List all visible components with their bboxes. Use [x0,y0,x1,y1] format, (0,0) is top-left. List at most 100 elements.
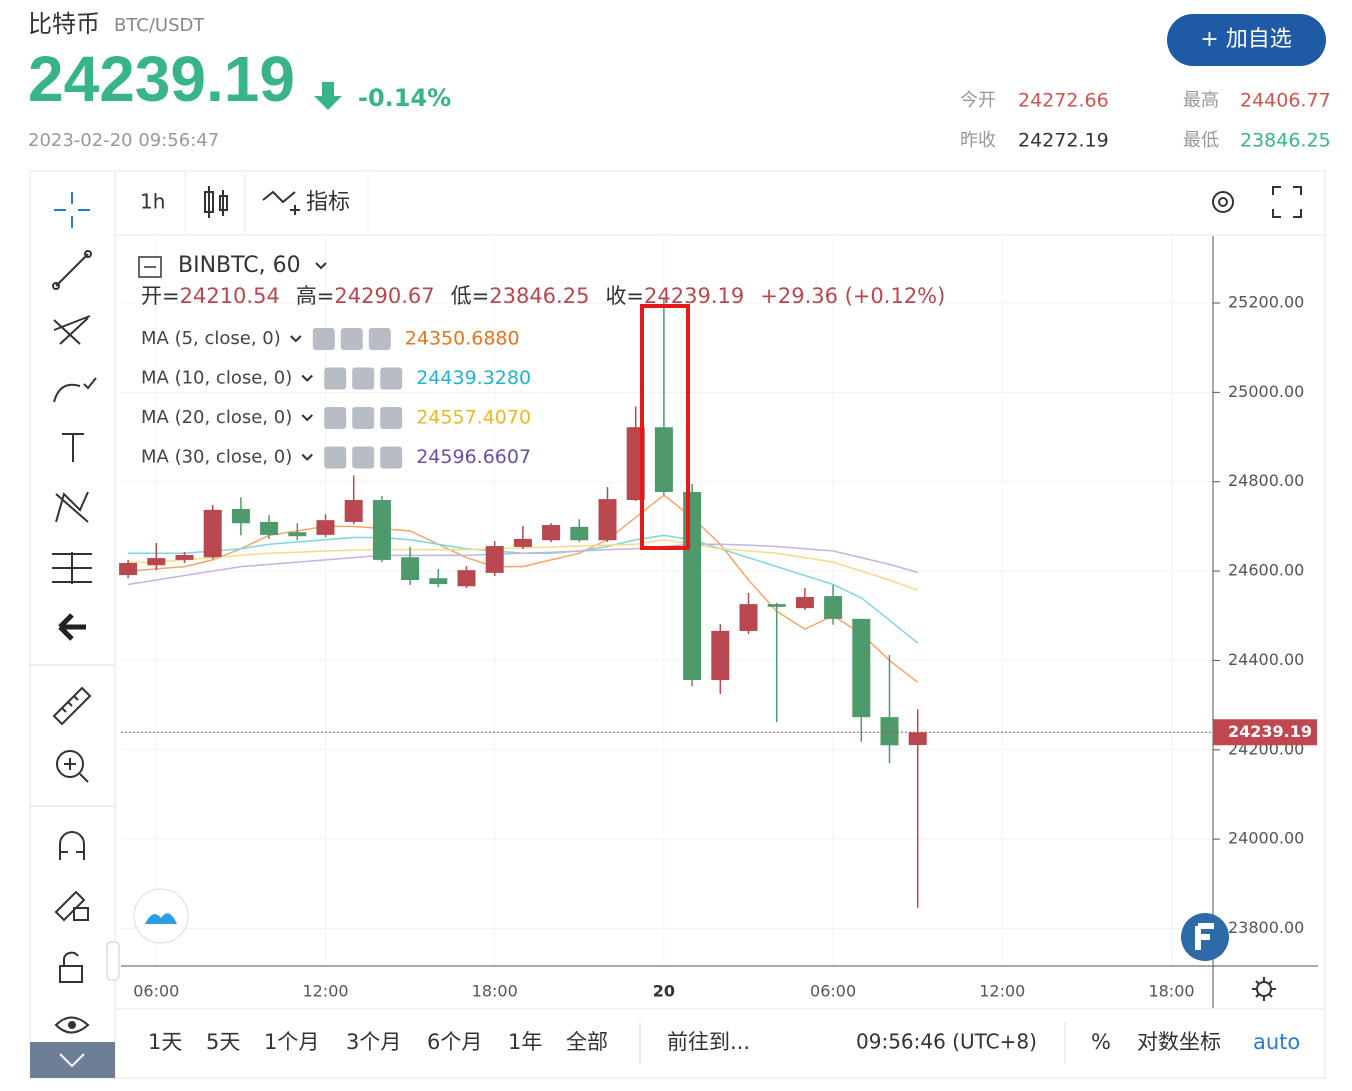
legend-button[interactable] [352,407,375,429]
candle-body [457,570,476,587]
x-tick-label: 18:00 [1148,982,1194,1001]
legend-button[interactable] [368,328,391,350]
stat-value: 24272.66 [1018,90,1109,112]
info-value: 23846.25 [489,284,589,308]
range-button[interactable]: 3个月 [346,1030,401,1054]
candle-body [654,427,673,492]
x-tick-label: 06:00 [133,982,179,1001]
collapse-icon[interactable] [138,256,162,278]
price-tag [1213,719,1317,746]
axis-settings[interactable] [1256,981,1272,997]
log-toggle[interactable]: 对数坐标 [1137,1030,1221,1054]
y-tick-label: 23800.00 [1228,918,1304,937]
y-tick-label: 25200.00 [1228,293,1304,312]
goto-button[interactable]: 前往到... [667,1030,750,1054]
ma-line [127,543,918,586]
info-label: 低= [451,284,490,308]
candle-body [260,521,279,535]
ma-line [128,494,919,683]
x-tick-label: 06:00 [810,982,856,1001]
fullscreen-icon[interactable] [1272,186,1302,218]
clock: 09:56:46 (UTC+8) [856,1030,1037,1054]
candle-body [739,604,758,631]
info-label: 开= [141,284,180,308]
range-button[interactable]: 5天 [206,1030,240,1054]
tools[interactable] [30,192,120,1078]
settings-icon[interactable] [1212,191,1234,213]
interval[interactable]: 1h [140,190,165,214]
chart-style-icon[interactable] [204,186,228,218]
y-tick-label: 24000.00 [1228,829,1304,848]
legend-button[interactable] [324,407,347,429]
stat-value: 24272.19 [1018,130,1109,152]
candle-body [344,500,363,522]
price: 24239.19 [28,43,295,115]
candle-body [429,578,448,585]
symbol: BINBTC, 60 [178,253,301,278]
highlight-box [640,304,690,550]
legend-button[interactable] [324,446,347,469]
info-label: 高= [296,284,335,308]
tv-logo[interactable] [133,888,189,944]
candle-body [711,630,730,681]
legend-name[interactable]: MA (20, close, 0) [141,407,292,428]
candle-body [880,717,899,746]
legend-caret [290,335,302,343]
info-value: 24290.67 [334,284,434,308]
x-tick-label: 18:00 [472,982,518,1001]
legend-value: 24439.3280 [416,367,531,389]
timestamp: 2023-02-20 09:56:47 [28,130,219,151]
legend-value: 24596.6607 [416,446,531,468]
legend-caret [301,414,313,422]
down-arrow [314,82,342,110]
indicators[interactable]: 指标 [306,190,350,215]
legend-button[interactable] [380,367,403,390]
x-tick-label: 20 [653,982,675,1001]
candle-body [852,618,871,718]
range-button[interactable]: 1年 [508,1030,542,1054]
legend-button[interactable] [380,407,403,429]
legend-caret [301,453,313,461]
legend-button[interactable] [352,446,375,469]
stat-label: 昨收 [960,130,996,151]
stats: 今开 24272.66 最高 24406.77 昨收 24272.19 最低 23846.25 [960,90,1331,152]
y-tick-label: 24400.00 [1228,650,1304,669]
candle-body [288,532,307,537]
stat-value: 23846.25 [1240,130,1331,152]
legend-name[interactable]: MA (10, close, 0) [141,368,292,389]
range-button[interactable]: 全部 [566,1030,608,1054]
legend-caret [301,374,313,382]
auto-toggle[interactable]: auto [1253,1030,1300,1054]
candle-body [372,500,391,560]
legend-name[interactable]: MA (5, close, 0) [141,328,281,349]
stat-label: 最低 [1183,130,1219,151]
plot: 23800.0024000.0024200.0024400.0024600.00… [119,236,1318,1008]
range-button[interactable]: 1个月 [264,1030,319,1054]
add-button-label[interactable]: + 加自选 [1200,27,1291,52]
range-button[interactable]: 6个月 [427,1030,482,1054]
candle-body [795,596,814,609]
legend-button[interactable] [340,328,363,350]
indicator-icon[interactable] [262,190,300,215]
ma-line [128,534,919,644]
add-button[interactable] [1167,14,1326,66]
candle-body [147,558,166,566]
bottom-bar: 1天 5天 1个月 3个月 6个月 1年 全部 前往到... 09:56:46 (UTC+8)%… [148,1022,1300,1064]
legend-button[interactable] [352,367,375,390]
legend-name[interactable]: MA (30, close, 0) [141,447,292,468]
chart-frame [29,170,1326,1079]
candle-body [203,509,222,558]
candle-body [908,732,927,746]
pair: BTC/USDT [114,15,205,36]
legend-button[interactable] [312,328,335,350]
price-tag-label: 24239.19 [1228,722,1312,741]
x-tick-label: 12:00 [302,982,348,1001]
percent-toggle[interactable]: % [1091,1030,1111,1054]
legend-value: 24350.6880 [405,328,520,350]
stat-label: 最高 [1183,90,1219,111]
legend-button[interactable] [324,367,347,390]
candle-body [485,546,504,573]
range-button[interactable]: 1天 [148,1030,182,1054]
legend-button[interactable] [380,446,403,469]
